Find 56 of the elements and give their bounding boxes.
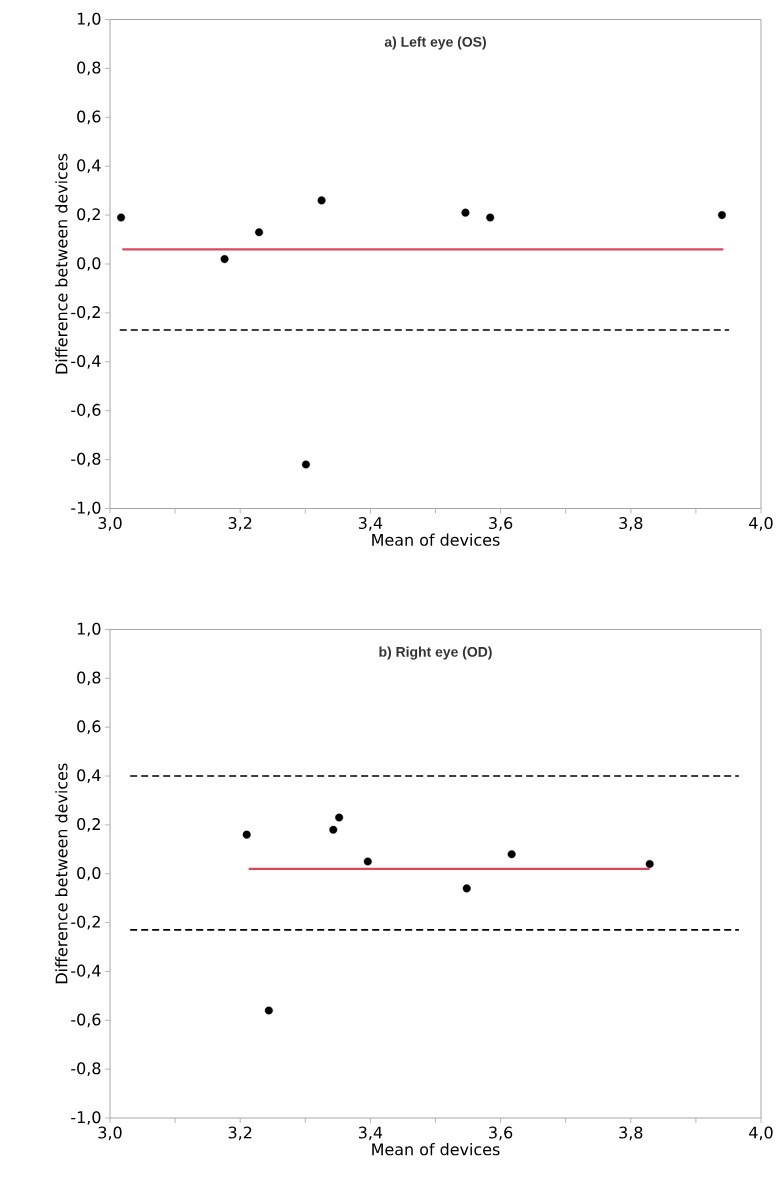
y-tick-label: 0,6 — [77, 720, 101, 735]
point — [645, 859, 654, 868]
y-tick-label: 0,0 — [77, 866, 101, 881]
y-tick-label: 0,8 — [77, 61, 101, 76]
point — [363, 857, 372, 866]
y-tick-label: -0,6 — [71, 403, 101, 418]
y-tick-label: 0,2 — [77, 208, 100, 222]
y-tick-label: 0,4 — [77, 159, 101, 174]
x-tick-label: 3,0 — [98, 1126, 122, 1141]
y-tick-label: -0,2 — [71, 306, 100, 320]
y-tick-label: -0,6 — [71, 1013, 101, 1028]
y-tick-label: 0,0 — [77, 257, 101, 271]
text: b) Right eye (OD) — [379, 646, 492, 660]
x-tick-label: 3,6 — [489, 517, 513, 531]
x-tick-label: 3,0 — [98, 517, 122, 531]
x-tick-label: 3,8 — [619, 1126, 643, 1141]
y-tick-label: 0,2 — [77, 818, 100, 832]
y-tick-label: 1,0 — [77, 622, 101, 637]
point — [317, 196, 326, 205]
x-tick-label: 3,8 — [619, 517, 643, 531]
x-tick-label: 3,2 — [228, 1126, 252, 1141]
x-axis-title: Mean of devices — [372, 533, 500, 546]
x-tick-label: 4,0 — [749, 517, 773, 531]
point — [461, 208, 470, 217]
point — [486, 213, 495, 222]
point — [335, 813, 344, 822]
point — [255, 228, 264, 237]
y-tick-label: -0,4 — [71, 354, 101, 369]
x-tick-label: 4,0 — [749, 1126, 773, 1141]
point — [507, 850, 516, 859]
point — [462, 884, 471, 893]
x-axis-title: Mean of devices — [372, 1143, 500, 1156]
y-axis-title: Difference between devices — [55, 153, 68, 374]
point — [329, 825, 338, 834]
point — [301, 460, 310, 469]
y-tick-label: 0,8 — [77, 671, 101, 686]
y-tick-label: -0,2 — [71, 915, 100, 930]
point — [264, 1006, 273, 1015]
y-tick-label: -0,8 — [71, 1062, 101, 1076]
point — [717, 211, 726, 220]
point — [117, 213, 126, 222]
y-tick-label: -1,0 — [71, 1111, 101, 1125]
x-tick-label: 3,6 — [489, 1126, 513, 1141]
y-tick-label: 1,0 — [77, 12, 101, 27]
y-tick-label: -0,8 — [71, 452, 101, 467]
y-tick-label: -1,0 — [71, 501, 101, 516]
text: a) Left eye (OS) — [384, 36, 486, 50]
point — [242, 830, 251, 839]
point — [220, 255, 229, 264]
x-tick-label: 3,4 — [358, 1126, 383, 1141]
y-axis-title: Difference between devices — [55, 763, 68, 984]
x-tick-label: 3,4 — [358, 517, 383, 531]
x-tick-label: 3,2 — [228, 517, 252, 531]
y-tick-label: -0,4 — [71, 964, 101, 979]
y-tick-label: 0,6 — [77, 110, 101, 125]
y-tick-label: 0,4 — [77, 769, 101, 783]
